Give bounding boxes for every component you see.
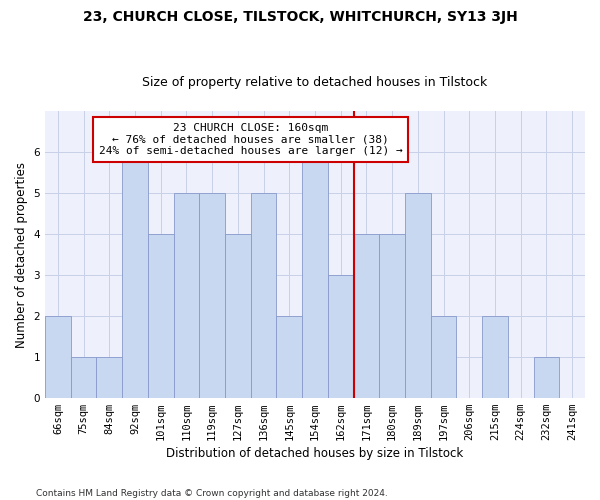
Bar: [97, 357, 122, 398]
Y-axis label: Number of detached properties: Number of detached properties: [15, 162, 28, 348]
Text: 23 CHURCH CLOSE: 160sqm
← 76% of detached houses are smaller (38)
24% of semi-de: 23 CHURCH CLOSE: 160sqm ← 76% of detache…: [99, 123, 403, 156]
Bar: [431, 316, 457, 398]
Bar: [328, 275, 353, 398]
Bar: [302, 152, 328, 398]
X-axis label: Distribution of detached houses by size in Tilstock: Distribution of detached houses by size …: [166, 447, 464, 460]
Bar: [277, 316, 302, 398]
Bar: [533, 357, 559, 398]
Bar: [173, 194, 199, 398]
Bar: [405, 194, 431, 398]
Bar: [122, 152, 148, 398]
Title: Size of property relative to detached houses in Tilstock: Size of property relative to detached ho…: [142, 76, 488, 90]
Bar: [71, 357, 97, 398]
Bar: [225, 234, 251, 398]
Text: Contains HM Land Registry data © Crown copyright and database right 2024.: Contains HM Land Registry data © Crown c…: [36, 488, 388, 498]
Bar: [379, 234, 405, 398]
Text: 23, CHURCH CLOSE, TILSTOCK, WHITCHURCH, SY13 3JH: 23, CHURCH CLOSE, TILSTOCK, WHITCHURCH, …: [83, 10, 517, 24]
Bar: [482, 316, 508, 398]
Bar: [199, 194, 225, 398]
Bar: [251, 194, 277, 398]
Bar: [45, 316, 71, 398]
Bar: [148, 234, 173, 398]
Bar: [353, 234, 379, 398]
